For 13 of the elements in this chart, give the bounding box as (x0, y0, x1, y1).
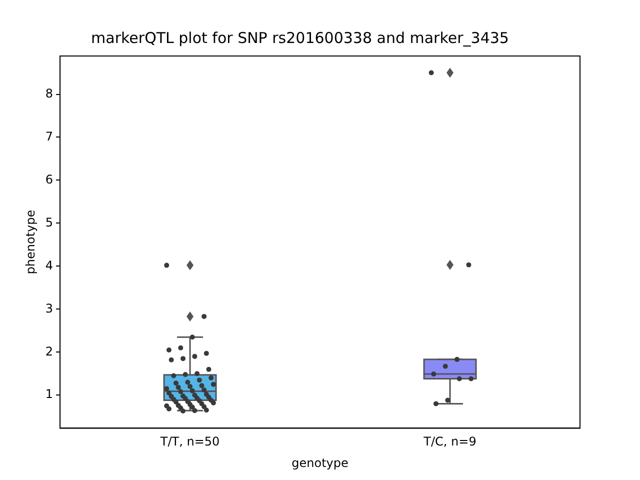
y-tick-label: 8 (45, 86, 54, 100)
x-tick-label: T/C, n=9 (422, 434, 476, 449)
x-axis-title: genotype (292, 456, 348, 470)
y-tick-label: 6 (45, 172, 54, 186)
y-tick-label: 4 (45, 258, 54, 272)
y-axis-title: phenotype (23, 210, 38, 274)
y-tick-label: 3 (45, 301, 54, 316)
chart-title: markerQTL plot for SNP rs201600338 and marker_3435 (91, 28, 509, 47)
y-tick-label: 2 (45, 344, 54, 358)
y-tick-label: 1 (45, 387, 54, 402)
y-tick-label: 5 (45, 215, 54, 230)
y-tick-label: 7 (45, 129, 54, 144)
x-tick-label: T/T, n=50 (159, 434, 220, 449)
